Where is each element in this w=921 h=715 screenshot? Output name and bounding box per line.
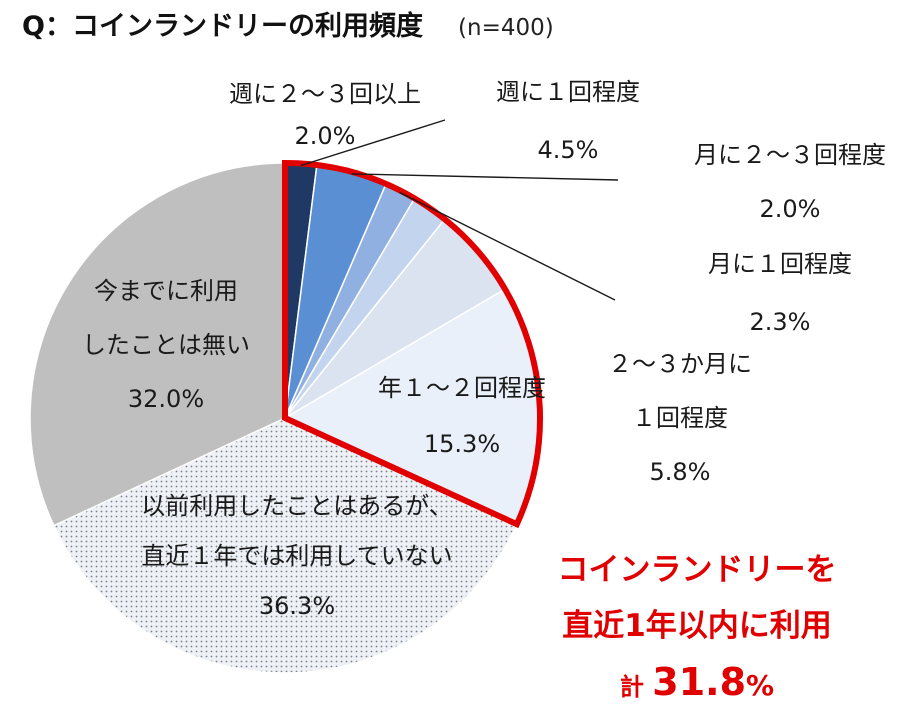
- value-label-used-before: 36.3%: [259, 592, 335, 620]
- category-label-never-used: したことは無い: [82, 331, 250, 359]
- category-label-weekly-2-3: 週に２～３回以上: [229, 80, 421, 108]
- category-label-weekly-1: 週に１回程度: [496, 78, 640, 106]
- sample-size: (n=400): [458, 15, 554, 41]
- callout-line-2: 直近1年以内に利用: [562, 608, 832, 644]
- callout-line-1: コインランドリーを: [558, 552, 837, 588]
- slice-used-before: [52, 417, 518, 674]
- category-label-never-used: 今までに利用: [94, 277, 238, 305]
- category-label-bimonthly: １回程度: [632, 404, 728, 432]
- value-label-weekly-2-3: 2.0%: [295, 122, 356, 150]
- leader-line-weekly-2-3: [300, 119, 446, 167]
- value-label-monthly-2-3: 2.0%: [760, 195, 821, 223]
- value-label-never-used: 32.0%: [128, 385, 204, 413]
- callout-total: 計 31.8%: [620, 660, 774, 704]
- callout-total-value: 31.8: [652, 660, 746, 704]
- value-label-weekly-1: 4.5%: [538, 136, 599, 164]
- highlight-outline: [282, 159, 543, 529]
- value-label-bimonthly: 5.8%: [650, 458, 711, 486]
- title-row: Q：コインランドリーの利用頻度 (n=400): [22, 4, 554, 43]
- category-label-used-before: 直近１年では利用していない: [141, 542, 452, 570]
- leader-line-monthly-2-3: [399, 191, 616, 301]
- category-label-monthly-2-3: 月に２～３回程度: [694, 141, 886, 169]
- chart-title: Q：コインランドリーの利用頻度: [22, 11, 423, 42]
- leader-line-weekly-1: [351, 173, 619, 181]
- value-label-yearly-1-2: 15.3%: [424, 430, 500, 458]
- value-label-monthly-1: 2.3%: [750, 308, 811, 336]
- callout-total-unit: %: [746, 669, 774, 702]
- callout-total-prefix: 計: [620, 673, 652, 701]
- category-label-used-before: 以前利用したことはあるが、: [141, 492, 453, 520]
- category-label-yearly-1-2: 年１～２回程度: [378, 374, 546, 402]
- category-label-bimonthly: ２～３か月に: [608, 350, 752, 378]
- slice-never-used: [29, 162, 286, 527]
- category-label-monthly-1: 月に１回程度: [708, 250, 852, 278]
